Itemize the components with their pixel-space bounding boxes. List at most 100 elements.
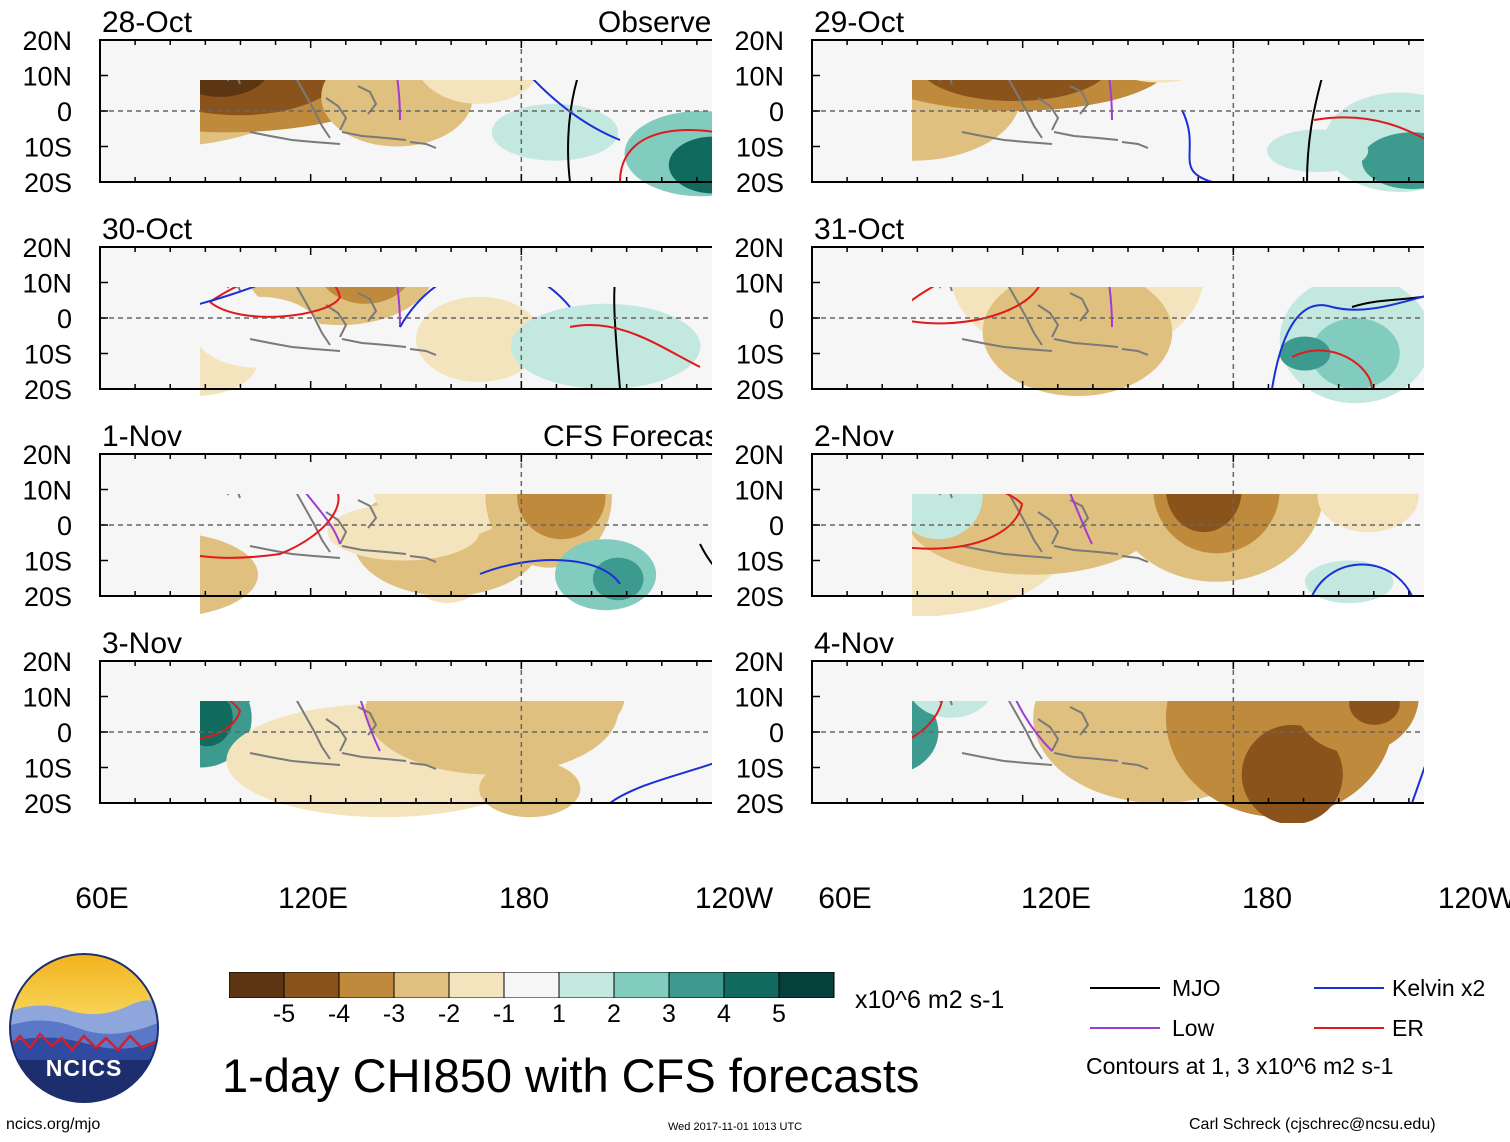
cb-tick-m4: -4 <box>327 1000 351 1028</box>
panel-28-oct: 20N 10N 0 10S 20S 28-Oct Observed <box>22 6 777 198</box>
coastline-3 <box>961 131 1053 145</box>
panel-date: 28-Oct <box>102 6 193 39</box>
contour-line-0 <box>396 287 401 328</box>
panel-date: 4-Nov <box>814 627 894 660</box>
lat-label: 0 <box>769 511 784 541</box>
anomaly-region-7 <box>1304 560 1394 604</box>
colorbar-swatch-9 <box>723 972 780 998</box>
contour-line-0 <box>1069 494 1093 545</box>
cb-tick-p1: 1 <box>552 1000 566 1028</box>
cb-tick-p5: 5 <box>772 1000 786 1028</box>
coastline-6 <box>1069 292 1090 322</box>
anomaly-region-4 <box>1241 724 1343 825</box>
panel-date: 3-Nov <box>102 627 182 660</box>
contour-line-4 <box>200 287 256 305</box>
anomaly-region-1 <box>912 701 939 770</box>
lat-label: 20N <box>22 440 72 470</box>
coastline-5 <box>1053 338 1119 348</box>
lat-label: 20N <box>734 647 784 677</box>
anomaly-region-6 <box>1267 129 1369 173</box>
lat-label: 10S <box>736 547 784 577</box>
lon-tick-120e-right: 120E <box>1020 882 1092 915</box>
anomaly-field <box>200 287 701 396</box>
legend-label-low: Low <box>1172 1015 1215 1041</box>
contour-line-4 <box>1311 563 1413 597</box>
coastline-6 <box>1069 706 1090 736</box>
column-label: Observed <box>598 6 712 39</box>
contour-line-1 <box>209 287 342 318</box>
lat-label: 20S <box>24 168 72 198</box>
anomaly-region-5 <box>912 494 983 540</box>
panel-date: 2-Nov <box>814 420 894 453</box>
coastline-6 <box>1069 499 1090 529</box>
lat-label: 20S <box>736 168 784 198</box>
colorbar <box>229 972 835 998</box>
lat-label: 0 <box>769 97 784 127</box>
contour-line-4 <box>479 559 621 585</box>
contours-note: Contours at 1, 3 x10^6 m2 s-1 <box>1086 1053 1394 1079</box>
lat-label: 20N <box>734 26 784 56</box>
anomaly-region-4 <box>321 80 473 147</box>
lat-label: 20S <box>736 582 784 612</box>
coastline-5 <box>341 545 407 555</box>
panel-4-nov: 20N 10N 0 10S 20S 4-Nov <box>734 627 1445 825</box>
anomaly-region-8 <box>592 557 644 601</box>
coastline-4 <box>1037 718 1060 752</box>
contour-line-1 <box>1306 80 1323 183</box>
contour-line-0 <box>1015 701 1053 752</box>
coastline-7 <box>1121 348 1149 356</box>
lon-tick-120w-right: 120W <box>1437 882 1510 915</box>
contour-line-1 <box>912 494 1024 550</box>
units-label: x10^6 m2 s-1 <box>855 986 1005 1014</box>
coastline-4 <box>325 718 348 752</box>
lat-label: 0 <box>57 304 72 334</box>
lat-label: 20S <box>24 375 72 405</box>
lat-label: 20N <box>22 233 72 263</box>
contour-line-0 <box>1108 80 1113 121</box>
coastline-7 <box>409 762 437 770</box>
coastline-3 <box>961 338 1053 352</box>
contour-line-2 <box>613 287 621 390</box>
contour-line-5 <box>399 287 571 328</box>
anomaly-region-3 <box>1135 80 1184 83</box>
contour-line-4 <box>532 80 621 141</box>
lat-label: 10S <box>736 340 784 370</box>
cb-tick-m2: -2 <box>437 1000 461 1028</box>
coastline-3 <box>249 338 341 352</box>
anomaly-field <box>200 494 733 614</box>
contour-line-1 <box>567 80 579 183</box>
contour-line-3 <box>1271 291 1445 390</box>
legend-line-low <box>1090 1027 1160 1029</box>
coastline-7 <box>409 348 437 356</box>
coastline-1 <box>1007 80 1043 139</box>
lat-label: 10N <box>734 269 784 299</box>
contour-line-0 <box>396 80 401 121</box>
colorbar-swatch-4 <box>448 972 505 998</box>
lat-label: 10S <box>736 754 784 784</box>
coastline-3 <box>961 545 1053 559</box>
panel-31-oct: 20N 10N 0 10S 20S 31-Oct <box>734 213 1445 405</box>
lat-label: 10N <box>734 62 784 92</box>
coastline-6 <box>357 499 378 529</box>
logo-text: NCICS <box>46 1055 123 1081</box>
coastline-3 <box>249 131 341 145</box>
coastline-3 <box>249 752 341 766</box>
contour-line-1 <box>912 287 1040 325</box>
footer-site: ncics.org/mjo <box>6 1116 101 1133</box>
anomaly-region-7 <box>913 701 989 718</box>
coastline-7 <box>409 555 437 563</box>
coastline-5 <box>1053 752 1119 762</box>
lat-label: 0 <box>57 97 72 127</box>
ncics-logo: NCICS <box>9 953 159 1103</box>
panel-date: 30-Oct <box>102 213 193 246</box>
lon-tick-120e-left: 120E <box>277 882 349 915</box>
lat-label: 20S <box>24 582 72 612</box>
coastline-4 <box>325 304 348 338</box>
anomaly-region-4 <box>373 494 522 540</box>
colorbar-swatch-7 <box>613 972 670 998</box>
coastline-5 <box>341 131 407 141</box>
coastline-7 <box>1121 555 1149 563</box>
cb-tick-p4: 4 <box>717 1000 731 1028</box>
anomaly-field <box>912 701 1445 825</box>
colorbar-swatch-6 <box>558 972 615 998</box>
